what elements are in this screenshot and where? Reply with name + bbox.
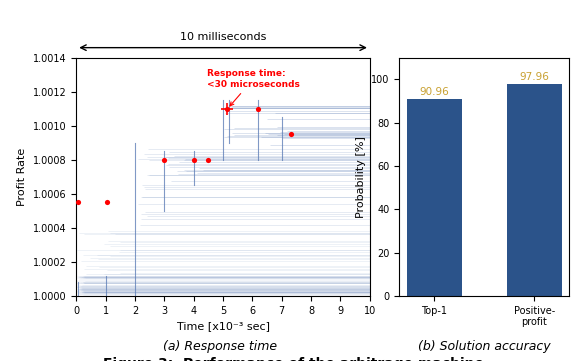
Point [73,200,82,205]
Text: Response time:
<30 microseconds: Response time: <30 microseconds [207,69,300,106]
Point [254,106,263,112]
Y-axis label: Profit Rate: Profit Rate [17,148,27,206]
Point [204,157,213,163]
Point [189,157,198,163]
Text: 90.96: 90.96 [420,87,449,97]
Point [286,131,295,137]
Text: (a) Response time: (a) Response time [163,340,277,353]
Text: Figure 3:  Performance of the arbitrage machine: Figure 3: Performance of the arbitrage m… [103,357,484,361]
Bar [407,99,462,296]
Text: 97.96: 97.96 [519,72,549,82]
Point [102,200,112,205]
Text: (b) Solution accuracy: (b) Solution accuracy [418,340,551,353]
Bar [507,84,562,296]
X-axis label: Time [x10⁻³ sec]: Time [x10⁻³ sec] [177,321,269,331]
Point [223,106,232,112]
Point [160,157,169,163]
Text: 10 milliseconds: 10 milliseconds [180,32,266,43]
Y-axis label: Probability [%]: Probability [%] [356,136,366,218]
